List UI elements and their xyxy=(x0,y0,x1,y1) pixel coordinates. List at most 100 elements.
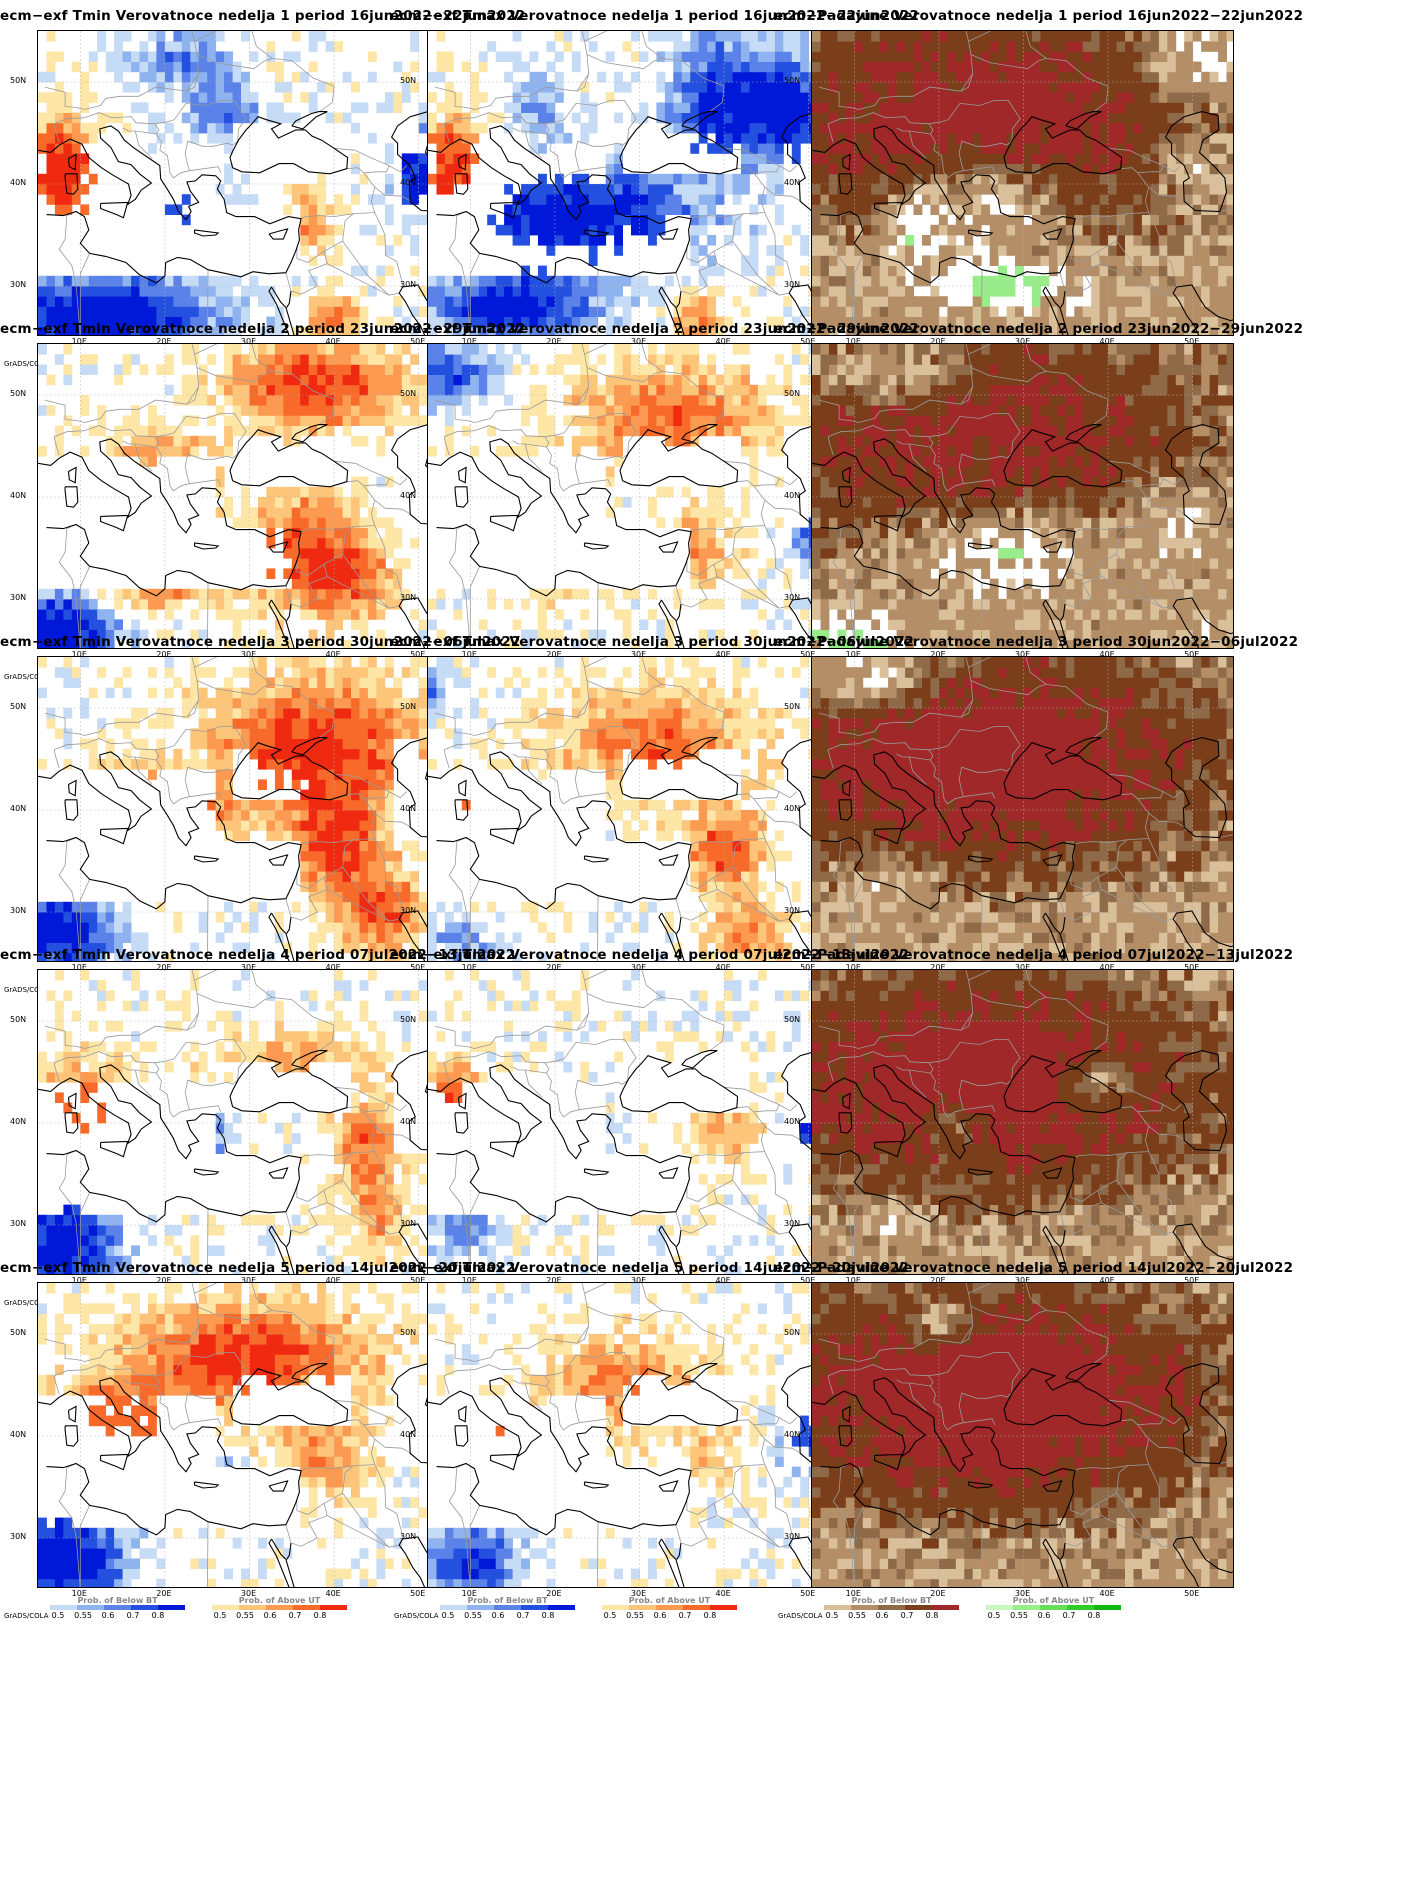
lon-label: 40E xyxy=(325,1589,341,1598)
panel-title: ecm−exf Tmax Verovatnoce nedelja 4 perio… xyxy=(390,947,910,963)
lon-label: 10E xyxy=(845,650,861,659)
country-borders xyxy=(434,1283,849,1587)
panel-title: ecm−Padavine Verovatnoce nedelja 3 perio… xyxy=(774,634,1299,650)
colorbar-swatch xyxy=(1067,1605,1094,1610)
country-borders xyxy=(44,1283,459,1587)
map-area xyxy=(427,656,850,962)
lon-label: 30E xyxy=(1014,1589,1031,1598)
map-area xyxy=(427,30,850,336)
lon-label: 30E xyxy=(1014,650,1031,659)
map-svg xyxy=(812,344,1233,648)
lon-label: 10E xyxy=(71,337,87,346)
lon-label: 20E xyxy=(156,650,172,659)
colorbar-tick-label: 0.55 xyxy=(74,1611,92,1620)
colorbar-tick-label: 0.8 xyxy=(151,1611,165,1620)
lon-label: 20E xyxy=(546,963,562,972)
colorbar-tick-label: 0.6 xyxy=(1037,1611,1051,1620)
lon-label: 40E xyxy=(1099,337,1115,346)
colorbar-swatch xyxy=(494,1605,521,1610)
coastlines xyxy=(812,1363,1233,1587)
lat-label: 40N xyxy=(10,1117,27,1126)
lon-label: 30E xyxy=(630,650,647,659)
panel-title: ecm−exf Tmin Verovatnoce nedelja 4 perio… xyxy=(0,947,516,963)
probability-field xyxy=(812,970,1233,1274)
graticule xyxy=(812,31,1233,335)
colorbar-swatch xyxy=(104,1605,131,1610)
lon-label: 10E xyxy=(71,963,87,972)
colorbar-tick-label: 0.8 xyxy=(703,1611,717,1620)
lon-label: 30E xyxy=(240,1589,257,1598)
lat-label: 50N xyxy=(400,702,417,711)
colorbar-below: Prob. of Below BT 0.5 0.55 0.6 0.7 0.8 xyxy=(824,1596,959,1621)
lat-label: 50N xyxy=(10,389,27,398)
lat-label: 40N xyxy=(784,491,801,500)
lon-label: 10E xyxy=(845,1276,861,1285)
colorbar-tick-label: 0.5 xyxy=(51,1611,65,1620)
lon-label: 50E xyxy=(800,963,816,972)
panel-title: ecm−Padavine Verovatnoce nedelja 1 perio… xyxy=(774,8,1304,24)
grads-credit: GrADS/COLA xyxy=(4,1299,49,1307)
country-borders xyxy=(44,31,459,335)
colorbar-tick-label: 0.5 xyxy=(825,1611,839,1620)
colorbar-swatch xyxy=(239,1605,266,1610)
colorbar-below: Prob. of Below BT 0.5 0.55 0.6 0.7 0.8 xyxy=(440,1596,575,1621)
graticule xyxy=(812,657,1233,961)
map-panel-tmax-week-2: ecm−exf Tmax Verovatnoce nedelja 2 perio… xyxy=(390,313,919,692)
lon-label: 20E xyxy=(930,963,946,972)
colorbar-swatch xyxy=(932,1605,959,1610)
graticule xyxy=(812,1283,1233,1587)
panel-title: ecm−exf Tmin Verovatnoce nedelja 2 perio… xyxy=(0,321,526,337)
lat-label: 40N xyxy=(784,804,801,813)
colorbar-title: Prob. of Below BT xyxy=(851,1596,932,1605)
panel-title: ecm−Padavine Verovatnoce nedelja 5 perio… xyxy=(774,1260,1294,1276)
map-panel-tmax-week-1: ecm−exf Tmax Verovatnoce nedelja 1 perio… xyxy=(390,0,919,379)
colorbar-tick-label: 0.5 xyxy=(987,1611,1001,1620)
colorbar-tick-label: 0.8 xyxy=(313,1611,327,1620)
lon-label: 50E xyxy=(800,1589,816,1598)
colorbar-tick-label: 0.8 xyxy=(925,1611,939,1620)
probability-field xyxy=(38,657,459,961)
colorbar-swatch xyxy=(158,1605,185,1610)
lon-label: 30E xyxy=(630,1276,647,1285)
map-panel-tmin-week-3: ecm−exf Tmin Verovatnoce nedelja 3 perio… xyxy=(0,626,520,1005)
graticule xyxy=(428,970,849,1274)
colorbar-title: Prob. of Above UT xyxy=(238,1596,321,1605)
graticule xyxy=(812,344,1233,648)
colorbar-tick-label: 0.7 xyxy=(288,1611,302,1620)
lon-label: 40E xyxy=(715,963,731,972)
lon-label: 50E xyxy=(410,1589,426,1598)
lat-label: 40N xyxy=(400,804,417,813)
lat-label: 40N xyxy=(10,491,27,500)
lon-label: 40E xyxy=(1099,963,1115,972)
colorbar-below: Prob. of Below BT 0.5 0.55 0.6 0.7 0.8 xyxy=(50,1596,185,1621)
map-area xyxy=(811,1282,1234,1588)
colorbar-swatch xyxy=(320,1605,347,1610)
graticule xyxy=(428,31,849,335)
lat-label: 30N xyxy=(784,906,801,915)
map-area xyxy=(37,30,460,336)
lon-label: 20E xyxy=(930,1589,946,1598)
country-borders xyxy=(818,31,1233,335)
colorbar-swatch xyxy=(467,1605,494,1610)
panel-title: ecm−Padavine Verovatnoce nedelja 2 perio… xyxy=(774,321,1304,337)
lon-label: 50E xyxy=(1184,1276,1200,1285)
colorbar-swatches xyxy=(824,1605,959,1610)
lon-label: 40E xyxy=(325,337,341,346)
probability-field xyxy=(812,1283,1233,1587)
country-borders xyxy=(818,657,1233,961)
colorbar-swatch xyxy=(905,1605,932,1610)
map-area xyxy=(811,30,1234,336)
lat-label: 30N xyxy=(400,1532,417,1541)
colorbar-swatches xyxy=(50,1605,185,1610)
grads-credit: GrADS/COLA xyxy=(4,986,49,994)
lon-label: 10E xyxy=(461,1276,477,1285)
lat-label: 50N xyxy=(784,389,801,398)
map-panel-precip-week-2: ecm−Padavine Verovatnoce nedelja 2 perio… xyxy=(774,313,1304,692)
lat-label: 50N xyxy=(10,1015,27,1024)
colorbar-swatch xyxy=(602,1605,629,1610)
grads-credit: GrADS/COLA xyxy=(394,1612,439,1620)
coastlines xyxy=(812,111,1233,335)
lon-label: 20E xyxy=(156,963,172,972)
lon-label: 50E xyxy=(800,650,816,659)
probability-field xyxy=(428,344,849,648)
